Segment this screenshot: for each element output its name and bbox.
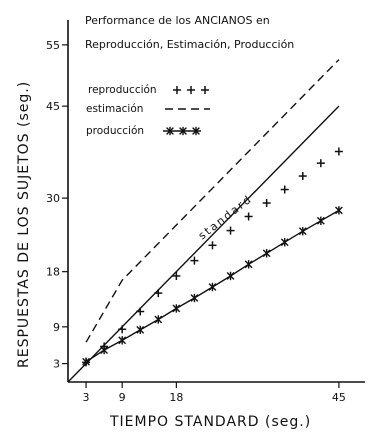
point-reproduccion xyxy=(190,256,199,265)
point-produccion xyxy=(280,238,289,247)
legend-label-produccion: producción xyxy=(86,125,144,137)
chart-title-line-1: Performance de los ANCIANOS en xyxy=(85,14,270,27)
x-axis-label: TIEMPO STANDARD (seg.) xyxy=(109,414,311,430)
series-estimacion xyxy=(85,59,340,343)
y-axis-label: RESPUESTAS DE LOS SUJETOS (seg.) xyxy=(16,81,32,368)
series-line-standard xyxy=(67,105,340,383)
legend-marker-produccion-star xyxy=(179,126,187,136)
y-tick-label: 55 xyxy=(46,39,60,52)
x-tick-label: 3 xyxy=(83,391,90,404)
point-produccion xyxy=(136,325,145,335)
point-reproduccion xyxy=(208,241,217,250)
point-reproduccion xyxy=(172,271,181,280)
legend-marker-produccion-star xyxy=(166,126,174,136)
legend-label-estimacion: estimación xyxy=(86,103,143,115)
point-produccion xyxy=(226,271,235,281)
x-tick-label: 18 xyxy=(169,391,183,404)
y-tick-label: 9 xyxy=(53,321,60,334)
point-reproduccion xyxy=(244,212,253,221)
point-produccion xyxy=(262,249,271,258)
point-produccion xyxy=(298,227,307,236)
y-tick-label: 3 xyxy=(53,358,60,371)
point-produccion xyxy=(316,216,325,225)
x-tick-label: 9 xyxy=(119,391,126,404)
point-reproduccion xyxy=(334,147,343,156)
x-tick-label: 45 xyxy=(332,391,346,404)
series-reproduccion xyxy=(82,147,343,367)
series-line-estimacion xyxy=(85,59,340,343)
y-tick-label: 18 xyxy=(46,266,60,279)
point-reproduccion xyxy=(280,185,289,194)
legend-marker-reproduccion xyxy=(201,86,209,94)
series-produccion xyxy=(82,206,343,366)
point-produccion xyxy=(190,293,199,303)
point-produccion xyxy=(154,315,163,324)
legend: reproducción estimación producción xyxy=(86,84,210,137)
y-tick-label: 45 xyxy=(46,100,60,113)
point-produccion xyxy=(172,304,181,313)
point-reproduccion xyxy=(316,159,325,168)
point-reproduccion xyxy=(226,226,235,235)
y-tick-label: 30 xyxy=(46,192,60,205)
point-produccion xyxy=(335,206,343,215)
point-produccion xyxy=(208,282,217,292)
point-produccion xyxy=(244,260,253,269)
point-reproduccion xyxy=(298,172,307,181)
series-standard xyxy=(67,105,340,383)
legend-marker-produccion-star xyxy=(192,126,200,136)
point-reproduccion xyxy=(262,199,271,208)
legend-marker-reproduccion xyxy=(187,86,195,94)
chart-title-line-2: Reproducción, Estimación, Producción xyxy=(85,38,294,51)
point-produccion xyxy=(118,336,127,345)
legend-label-reproduccion: reproducción xyxy=(88,84,157,96)
legend-marker-reproduccion xyxy=(173,86,181,94)
